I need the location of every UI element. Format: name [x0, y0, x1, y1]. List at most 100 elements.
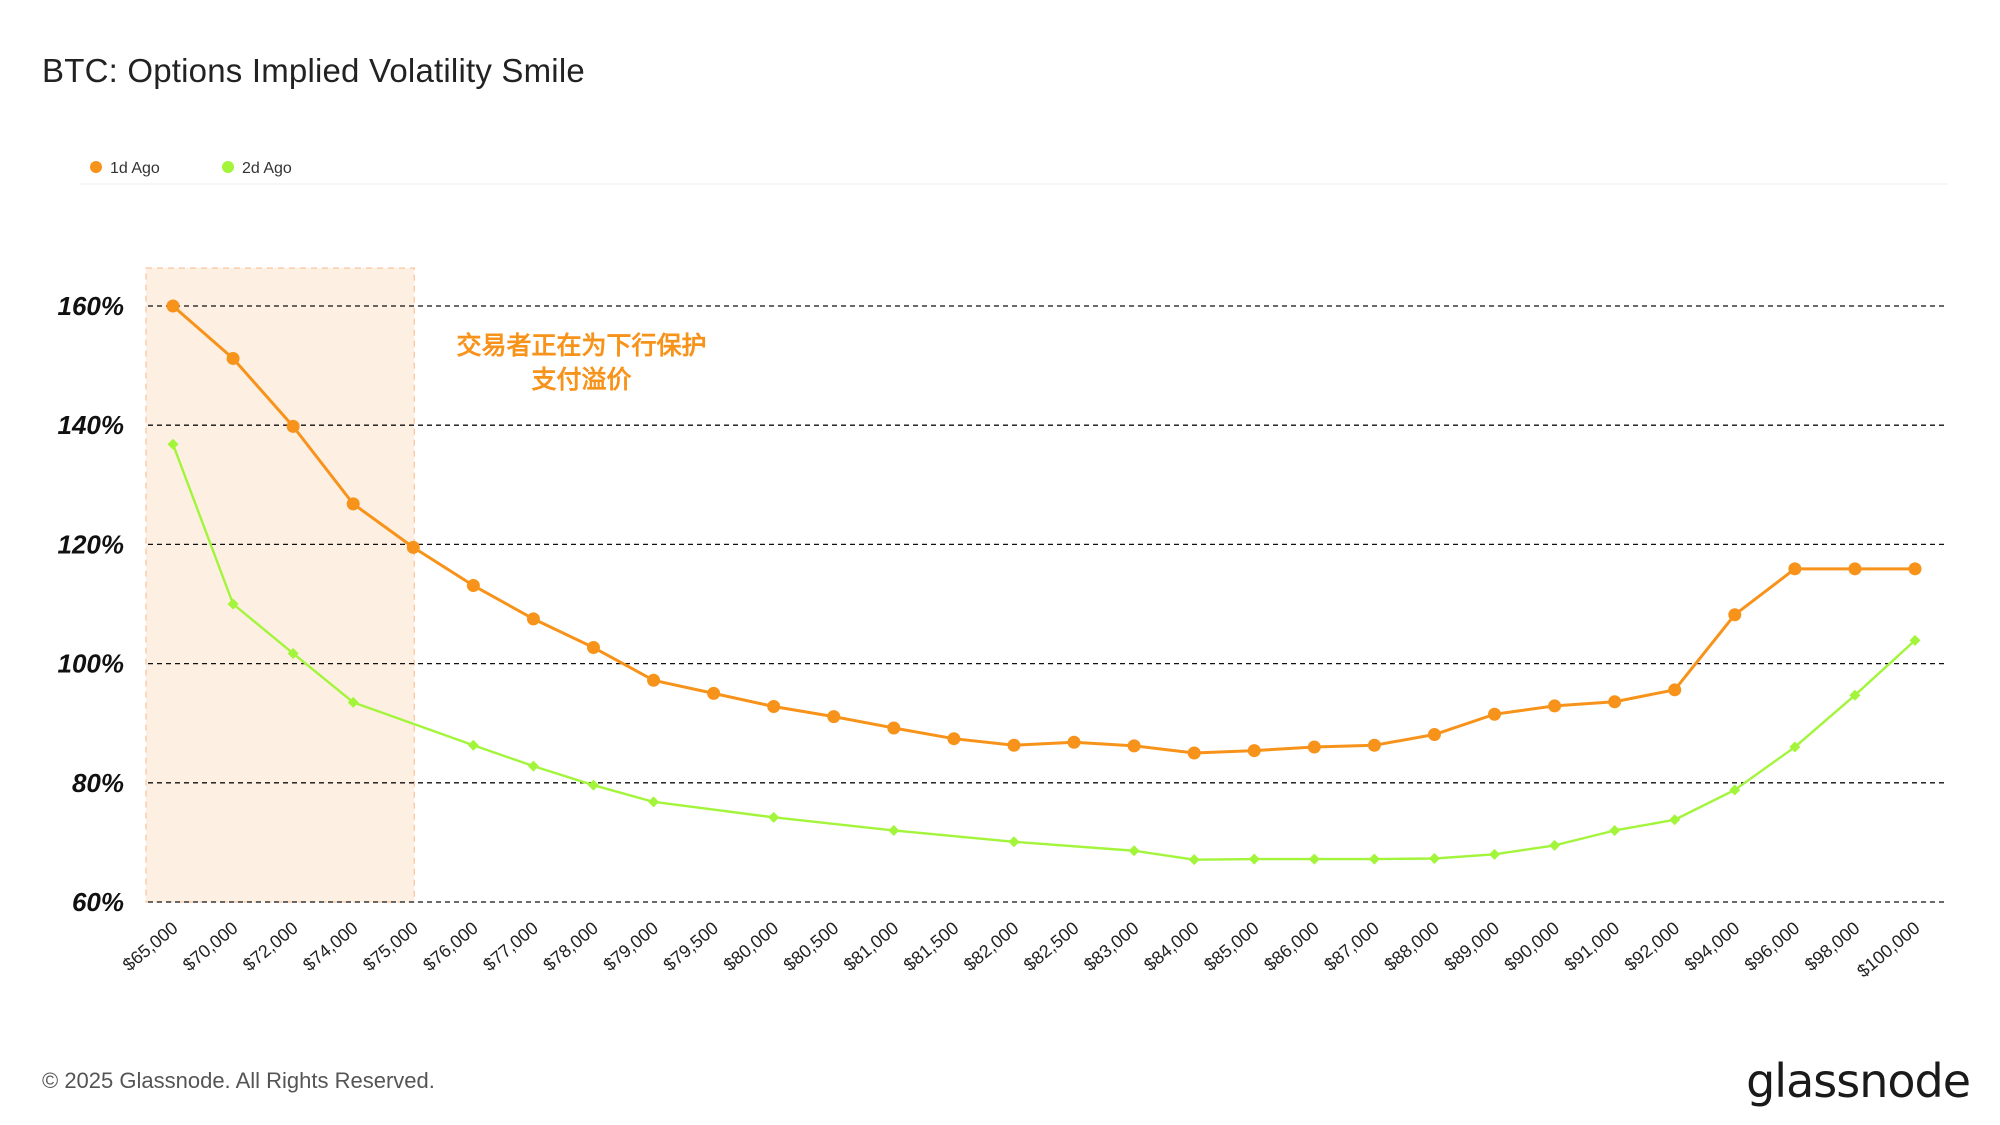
- data-point-2d: [1489, 848, 1501, 860]
- data-point-1d: [1488, 707, 1502, 721]
- data-point-2d: [347, 696, 359, 708]
- data-point-2d: [1549, 839, 1561, 851]
- data-point-1d: [466, 579, 480, 593]
- data-point-2d: [768, 811, 780, 823]
- data-point-2d: [527, 760, 539, 772]
- x-tick-label: $80,500: [780, 918, 843, 975]
- x-tick-label: $89,000: [1440, 918, 1503, 975]
- data-point-1d: [1307, 740, 1321, 754]
- data-point-1d: [1668, 683, 1682, 697]
- data-point-2d: [1609, 824, 1621, 836]
- x-tick-label: $82,000: [960, 918, 1023, 975]
- data-point-1d: [827, 710, 841, 724]
- data-point-2d: [167, 438, 179, 450]
- data-point-2d: [1248, 853, 1260, 865]
- y-tick-label: 140%: [58, 410, 125, 440]
- data-point-2d: [1669, 814, 1681, 826]
- data-point-1d: [1007, 738, 1021, 752]
- page-title: BTC: Options Implied Volatility Smile: [42, 52, 585, 89]
- annotation-line: 支付溢价: [531, 365, 632, 394]
- highlight-region: [145, 267, 415, 903]
- x-tick-label: $92,000: [1621, 918, 1684, 975]
- data-point-1d: [1067, 735, 1081, 749]
- data-point-1d: [166, 299, 180, 313]
- data-point-2d: [1729, 784, 1741, 796]
- data-point-1d: [226, 351, 240, 365]
- x-tick-label: $70,000: [179, 918, 242, 975]
- x-tick-label: $65,000: [119, 918, 182, 975]
- x-tick-label: $79,500: [659, 918, 722, 975]
- annotation-line: 交易者正在为下行保护: [456, 331, 706, 360]
- data-point-1d: [526, 612, 540, 626]
- data-point-1d: [1367, 738, 1381, 752]
- copyright-footer: © 2025 Glassnode. All Rights Reserved.: [42, 1068, 435, 1093]
- y-tick-label: 160%: [58, 291, 125, 321]
- data-point-2d: [227, 598, 239, 610]
- data-point-2d: [648, 796, 660, 808]
- data-point-1d: [286, 419, 300, 433]
- data-point-1d: [1848, 562, 1862, 576]
- data-point-1d: [1788, 562, 1802, 576]
- data-point-2d: [1308, 853, 1320, 865]
- legend: 1d Ago 2d Ago: [80, 160, 1948, 185]
- x-tick-label: $81,000: [840, 918, 903, 975]
- data-point-1d: [707, 686, 721, 700]
- y-tick-label: 60%: [72, 887, 124, 917]
- x-tick-label: $81,500: [900, 918, 963, 975]
- data-point-1d: [647, 673, 661, 687]
- x-tick-label: $86,000: [1260, 918, 1323, 975]
- data-point-2d: [1909, 634, 1921, 646]
- data-point-1d: [887, 721, 901, 735]
- data-point-1d: [947, 732, 961, 746]
- data-point-1d: [1728, 608, 1742, 622]
- legend-label-1d: 1d Ago: [110, 160, 160, 177]
- data-point-2d: [287, 647, 299, 659]
- x-axis: $65,000$70,000$72,000$74,000$75,000$76,0…: [119, 918, 1924, 982]
- x-tick-label: $77,000: [479, 918, 542, 975]
- x-tick-label: $87,000: [1320, 918, 1383, 975]
- x-tick-label: $82,500: [1020, 918, 1083, 975]
- x-tick-label: $74,000: [299, 918, 362, 975]
- x-tick-label: $94,000: [1681, 918, 1744, 975]
- data-point-1d: [1427, 728, 1441, 742]
- data-point-1d: [767, 700, 781, 714]
- x-tick-label: $83,000: [1080, 918, 1143, 975]
- y-tick-label: 80%: [72, 768, 124, 798]
- x-tick-label: $90,000: [1500, 918, 1563, 975]
- x-tick-label: $85,000: [1200, 918, 1263, 975]
- x-tick-label: $88,000: [1380, 918, 1443, 975]
- data-point-1d: [1187, 746, 1201, 760]
- data-point-2d: [888, 824, 900, 836]
- data-point-1d: [1908, 562, 1922, 576]
- highlight-region-layer: [145, 267, 415, 903]
- data-point-1d: [1548, 699, 1562, 713]
- data-point-1d: [406, 540, 420, 554]
- x-tick-label: $91,000: [1561, 918, 1624, 975]
- x-tick-label: $72,000: [239, 918, 302, 975]
- data-point-2d: [1789, 741, 1801, 753]
- data-point-2d: [1008, 836, 1020, 848]
- x-tick-label: $96,000: [1741, 918, 1804, 975]
- y-tick-label: 120%: [58, 529, 125, 559]
- x-tick-label: $84,000: [1140, 918, 1203, 975]
- data-point-1d: [1247, 744, 1261, 758]
- data-point-2d: [587, 779, 599, 791]
- x-tick-label: $79,000: [599, 918, 662, 975]
- series-line-2d: [171, 443, 1916, 861]
- data-point-2d: [1428, 852, 1440, 864]
- data-point-2d: [1188, 854, 1200, 866]
- data-point-2d: [1368, 853, 1380, 865]
- legend-marker-2d: [222, 161, 234, 173]
- grid-layer: 60% 80% 100% 120% 140% 160%: [58, 291, 1945, 917]
- x-tick-label: $100,000: [1853, 918, 1923, 982]
- x-tick-label: $80,000: [720, 918, 783, 975]
- data-point-2d: [1128, 845, 1140, 857]
- x-tick-label: $75,000: [359, 918, 422, 975]
- data-point-1d: [1608, 695, 1622, 709]
- series-layer: [166, 299, 1922, 866]
- x-tick-label: $78,000: [539, 918, 602, 975]
- data-point-2d: [1849, 689, 1861, 701]
- data-point-1d: [586, 641, 600, 655]
- data-point-1d: [346, 497, 360, 511]
